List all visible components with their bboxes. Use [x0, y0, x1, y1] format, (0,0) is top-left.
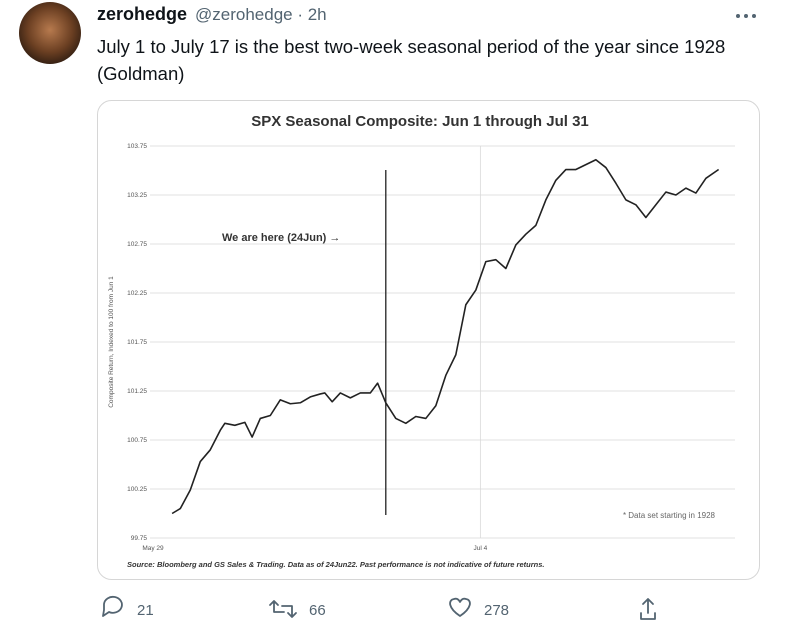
chart-card [97, 100, 760, 580]
reply-count: 21 [137, 602, 154, 619]
line-series [171, 158, 720, 515]
y-tick-label: 100.75 [127, 437, 147, 444]
chart-title: SPX Seasonal Composite: Jun 1 through Ju… [251, 113, 589, 130]
y-axis-label: Composite Return, Indexed to 100 from Ju… [108, 276, 115, 408]
reply-icon[interactable] [102, 595, 123, 617]
note: * Data set starting in 1928 [623, 511, 716, 520]
y-tick-label: 103.75 [127, 143, 147, 150]
author-name[interactable]: zerohedge [97, 4, 188, 24]
tweet-text: July 1 to July 17 is the best two-week s… [97, 36, 726, 84]
y-tick-label: 103.25 [127, 192, 147, 199]
retweet-count: 66 [309, 602, 326, 619]
retweet-icon[interactable] [269, 600, 297, 618]
like-icon[interactable] [449, 597, 471, 617]
x-tick-label: May 29 [142, 545, 164, 552]
x-tick-label: Jul 4 [474, 545, 488, 552]
handle-time: @zerohedge · 2h [195, 5, 327, 24]
y-tick-label: 102.25 [127, 290, 147, 297]
y-tick-label: 101.75 [127, 339, 147, 346]
y-tick-label: 100.25 [127, 486, 147, 493]
share-icon[interactable] [640, 598, 656, 620]
avatar[interactable] [19, 2, 81, 64]
source: Source: Bloomberg and GS Sales & Trading… [127, 560, 544, 569]
y-tick-label: 102.75 [127, 241, 147, 248]
chart: SPX Seasonal Composite: Jun 1 through Ju… [97, 100, 760, 580]
y-tick-label: 101.25 [127, 388, 147, 395]
y-tick-label: 99.75 [131, 535, 148, 542]
annotation: We are here (24Jun) → [222, 232, 340, 244]
like-count: 278 [484, 602, 510, 619]
more-menu[interactable] [736, 14, 756, 18]
